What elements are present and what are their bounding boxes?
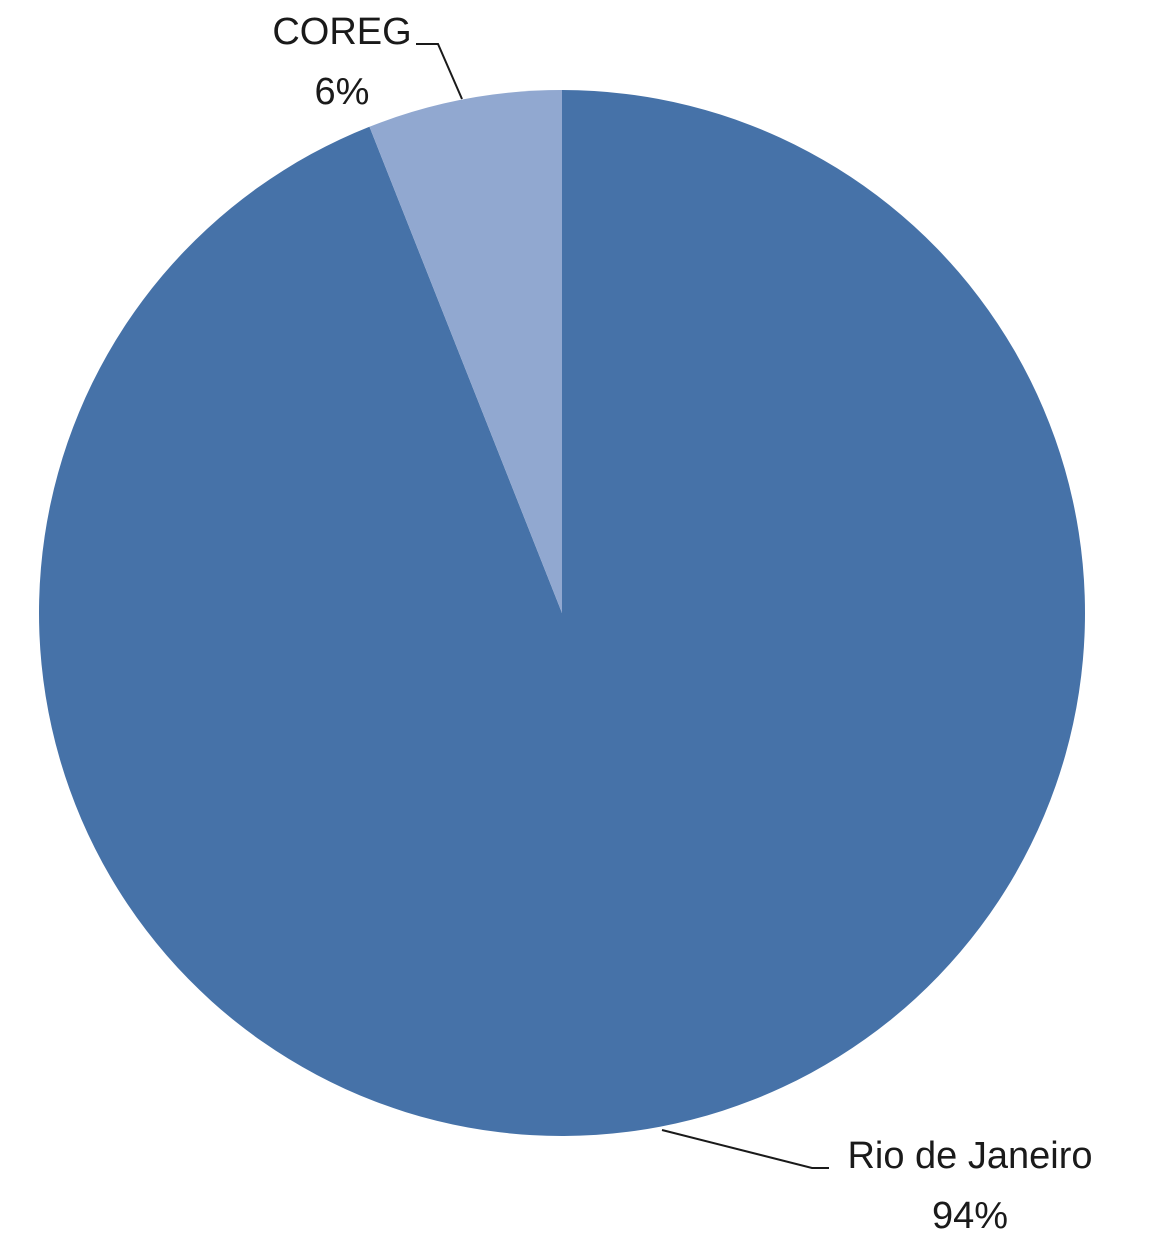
slice-label-coreg: COREG <box>272 11 411 53</box>
leader-line-rio-de-janeiro <box>661 1129 829 1169</box>
pie-slices <box>38 90 1086 1136</box>
leader-line-coreg <box>416 43 463 100</box>
slice-value-coreg: 6% <box>315 71 370 113</box>
slice-label-rio-de-janeiro: Rio de Janeiro <box>847 1135 1092 1177</box>
pie-slice-coreg <box>369 90 562 613</box>
slice-value-rio-de-janeiro: 94% <box>932 1195 1008 1237</box>
